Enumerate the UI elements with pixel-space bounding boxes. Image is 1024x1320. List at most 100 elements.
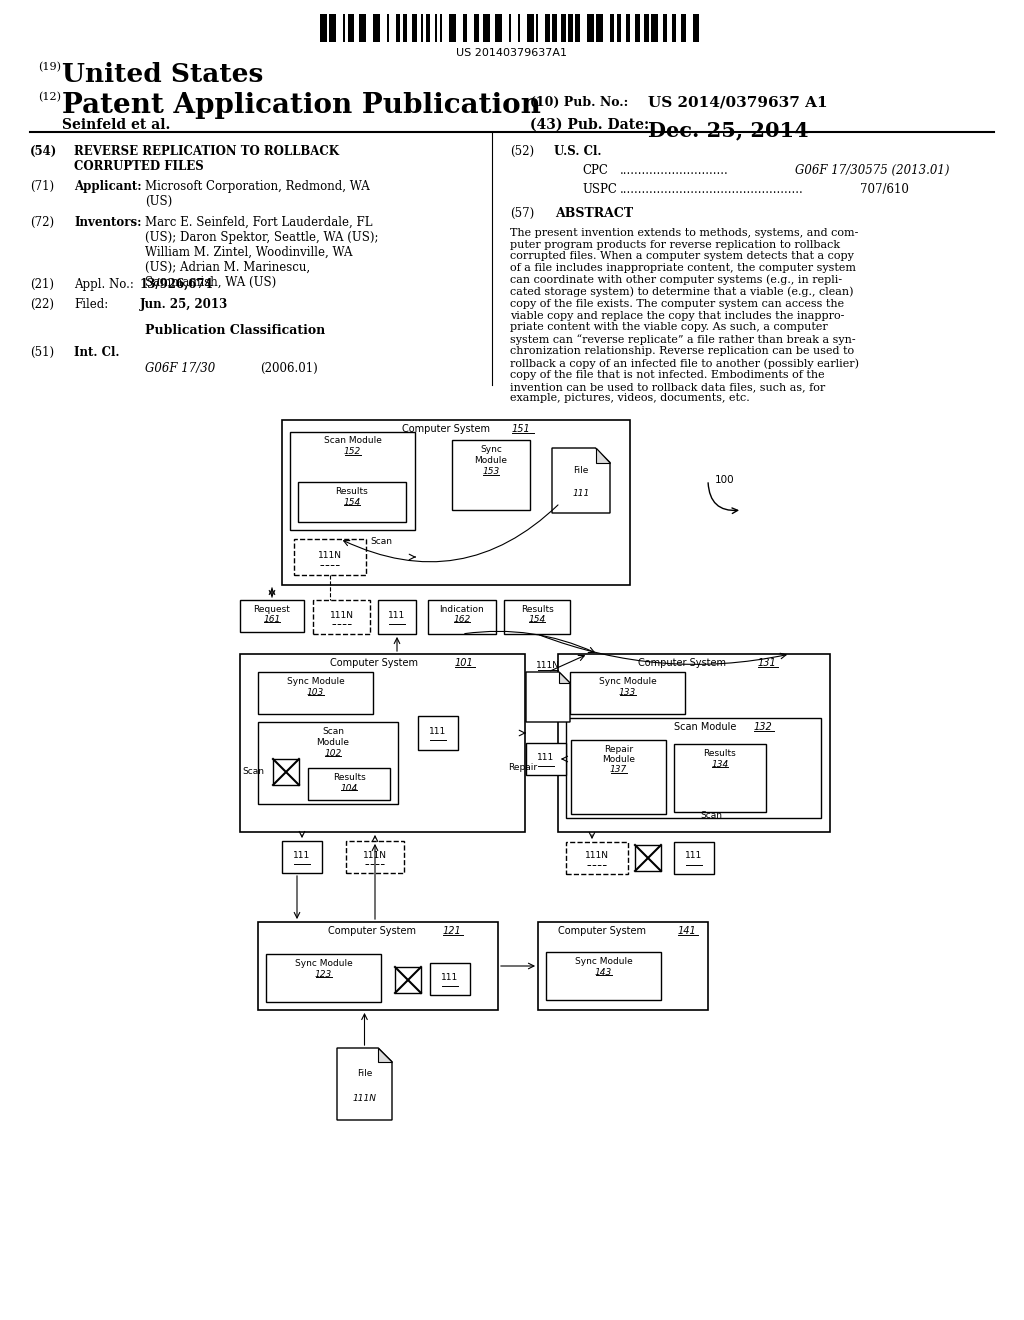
Bar	[426, 15, 430, 42]
Text: Repair: Repair	[508, 763, 538, 771]
FancyBboxPatch shape	[571, 741, 666, 814]
Text: 111: 111	[293, 850, 310, 859]
Text: 111N: 111N	[330, 610, 353, 619]
Text: Results: Results	[703, 748, 736, 758]
Bar	[483, 15, 490, 42]
Bar	[421, 15, 424, 42]
Bar	[396, 15, 400, 42]
Text: Repair: Repair	[604, 744, 633, 754]
Bar	[568, 15, 573, 42]
Text: Scan Module: Scan Module	[674, 722, 736, 733]
Text: CPC: CPC	[582, 164, 608, 177]
Text: Appl. No.:: Appl. No.:	[74, 279, 134, 290]
Text: Patent Application Publication: Patent Application Publication	[62, 92, 541, 119]
Text: Request: Request	[254, 605, 291, 614]
Bar	[616, 15, 622, 42]
Bar	[635, 15, 640, 42]
Text: 111N: 111N	[536, 661, 560, 671]
FancyBboxPatch shape	[282, 420, 630, 585]
Text: 111: 111	[572, 488, 590, 498]
Text: .................................................: ........................................…	[620, 183, 804, 195]
FancyBboxPatch shape	[430, 964, 470, 995]
Bar	[373, 15, 380, 42]
FancyBboxPatch shape	[294, 539, 366, 576]
Bar	[273, 759, 299, 785]
Bar	[587, 15, 594, 42]
Text: 161: 161	[263, 615, 281, 624]
FancyBboxPatch shape	[258, 921, 498, 1010]
FancyBboxPatch shape	[240, 653, 525, 832]
Text: Publication Classification: Publication Classification	[145, 323, 326, 337]
Bar	[644, 15, 649, 42]
Bar	[575, 15, 580, 42]
Text: (43) Pub. Date:: (43) Pub. Date:	[530, 117, 649, 132]
FancyBboxPatch shape	[546, 952, 662, 1001]
FancyBboxPatch shape	[282, 841, 322, 873]
Text: (10) Pub. No.:: (10) Pub. No.:	[530, 96, 629, 110]
Text: 121: 121	[443, 927, 462, 936]
FancyBboxPatch shape	[258, 722, 398, 804]
Text: Scan: Scan	[700, 810, 722, 820]
Text: 132: 132	[754, 722, 772, 733]
Text: 141: 141	[678, 927, 696, 936]
Text: G06F 17/30: G06F 17/30	[145, 362, 215, 375]
Text: 134: 134	[712, 760, 729, 770]
Bar	[537, 15, 539, 42]
Text: 133: 133	[618, 688, 636, 697]
Text: Jun. 25, 2013: Jun. 25, 2013	[140, 298, 228, 312]
Text: US 2014/0379637 A1: US 2014/0379637 A1	[648, 96, 827, 110]
FancyBboxPatch shape	[290, 432, 415, 531]
Text: Sync Module: Sync Module	[295, 960, 352, 968]
Bar	[672, 15, 677, 42]
Bar	[347, 15, 354, 42]
Polygon shape	[596, 447, 610, 462]
Text: Sync: Sync	[480, 445, 502, 454]
Text: (21): (21)	[30, 279, 54, 290]
Text: (22): (22)	[30, 298, 54, 312]
FancyBboxPatch shape	[266, 954, 381, 1002]
Text: ABSTRACT: ABSTRACT	[555, 207, 633, 220]
FancyBboxPatch shape	[566, 718, 821, 818]
Text: 102: 102	[325, 748, 342, 758]
Text: Results: Results	[520, 605, 553, 614]
Polygon shape	[526, 672, 570, 722]
Text: Sync Module: Sync Module	[574, 957, 633, 966]
Polygon shape	[337, 1048, 392, 1119]
Bar	[681, 15, 686, 42]
FancyBboxPatch shape	[674, 842, 714, 874]
Text: 123: 123	[314, 970, 332, 979]
Bar	[546, 15, 550, 42]
Bar	[609, 15, 614, 42]
Bar	[474, 15, 478, 42]
Bar	[692, 15, 699, 42]
Text: Scan Module: Scan Module	[324, 436, 381, 445]
Text: U.S. Cl.: U.S. Cl.	[554, 145, 601, 158]
Text: Module: Module	[316, 738, 349, 747]
Text: 103: 103	[307, 688, 325, 697]
Text: Computer System: Computer System	[328, 927, 416, 936]
Text: 111: 111	[429, 726, 446, 735]
FancyBboxPatch shape	[674, 744, 766, 812]
Bar	[463, 15, 467, 42]
Bar	[395, 968, 421, 993]
Text: 131: 131	[758, 657, 777, 668]
Text: Indication: Indication	[439, 605, 484, 614]
Text: (52): (52)	[510, 145, 535, 158]
Bar	[343, 15, 345, 42]
Bar	[635, 845, 662, 871]
Text: 111: 111	[538, 752, 555, 762]
Text: Int. Cl.: Int. Cl.	[74, 346, 120, 359]
Text: 111N: 111N	[352, 1094, 377, 1104]
Text: Sync Module: Sync Module	[287, 677, 344, 686]
Text: (72): (72)	[30, 216, 54, 228]
FancyBboxPatch shape	[313, 601, 370, 634]
Text: 111N: 111N	[362, 850, 387, 859]
FancyBboxPatch shape	[570, 672, 685, 714]
Bar	[359, 15, 366, 42]
Bar	[509, 15, 511, 42]
Text: 111N: 111N	[318, 550, 342, 560]
Text: 111: 111	[441, 973, 459, 982]
FancyBboxPatch shape	[526, 743, 566, 775]
Bar	[449, 15, 456, 42]
FancyBboxPatch shape	[538, 921, 708, 1010]
